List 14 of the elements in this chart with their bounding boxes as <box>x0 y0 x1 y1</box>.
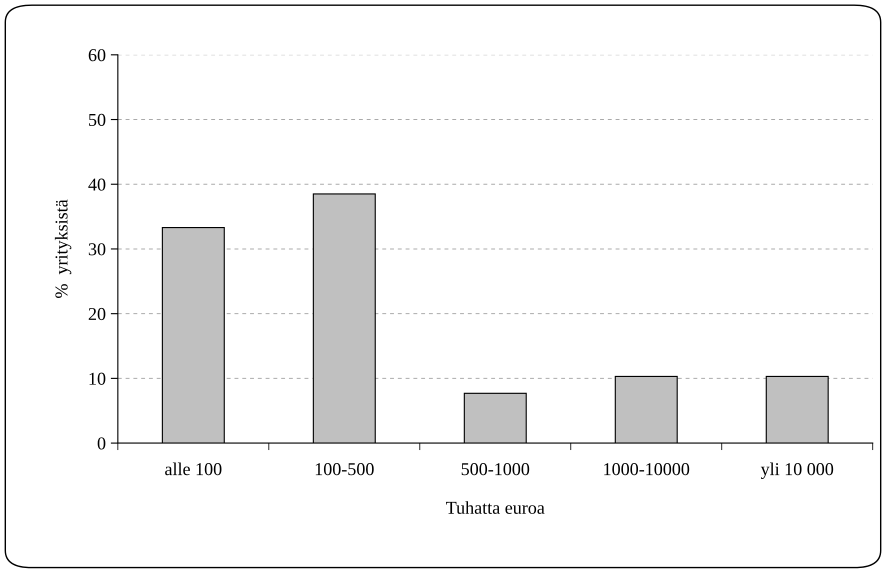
y-tick-label: 60 <box>88 49 106 62</box>
y-tick-label: 30 <box>88 243 106 256</box>
y-tick-label: 0 <box>98 437 106 450</box>
y-tick-label: 10 <box>90 372 106 385</box>
x-tick-label: 100-500 <box>316 463 374 476</box>
x-tick-label: 1000-10000 <box>604 463 690 476</box>
y-tick-label: 20 <box>88 308 106 320</box>
y-tick-label: 40 <box>88 178 106 191</box>
x-tick-label: alle 100 <box>165 462 222 476</box>
y-tick-label: 50 <box>89 114 106 126</box>
x-tick-label: yli 10 000 <box>760 462 834 479</box>
x-tick-label: 500-1000 <box>462 463 530 476</box>
y-axis-title: % yrityksistä <box>54 200 72 298</box>
x-axis-title: Tuhatta euroa <box>446 501 545 514</box>
